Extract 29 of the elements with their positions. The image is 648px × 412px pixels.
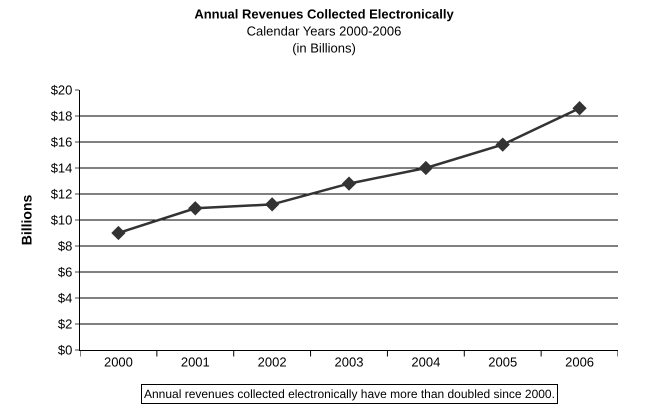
point	[342, 176, 356, 191]
y-tick-label: $4	[58, 290, 72, 306]
x-tick-label: 2000	[104, 354, 133, 370]
point	[188, 201, 202, 216]
y-tick-label: $20	[50, 82, 72, 98]
chart-title: Annual Revenues Collected Electronically	[194, 6, 454, 22]
x-tick-label: 2001	[180, 354, 210, 370]
x-tick-label: 2005	[488, 354, 518, 370]
y-tick-label: $10	[50, 212, 72, 228]
point	[572, 101, 587, 116]
y-tick-label: $8	[58, 238, 72, 254]
y-tick-label: $14	[50, 160, 72, 176]
y-tick-label: $16	[50, 134, 72, 150]
y-axis-title: Billions	[18, 194, 34, 246]
point	[264, 197, 280, 212]
x-tick-label: 2003	[334, 354, 364, 370]
x-tick-label: 2002	[258, 354, 287, 370]
x-tick-label: 2004	[411, 354, 440, 370]
y-tick-label: $2	[58, 316, 72, 332]
y-tick-label: $0	[58, 342, 72, 358]
y-tick-label: $18	[50, 108, 72, 124]
point	[496, 137, 510, 152]
point	[418, 160, 434, 176]
y-tick-label: $12	[50, 186, 72, 202]
text: Annual revenues collected electronically have more than doubled since 2000.	[144, 387, 555, 401]
y-tick-label: $6	[58, 264, 72, 280]
chart-subtitle: Calendar Years 2000-2006 (in Billions)	[246, 23, 402, 56]
point	[111, 226, 126, 240]
x-tick-label: 2006	[565, 354, 594, 370]
